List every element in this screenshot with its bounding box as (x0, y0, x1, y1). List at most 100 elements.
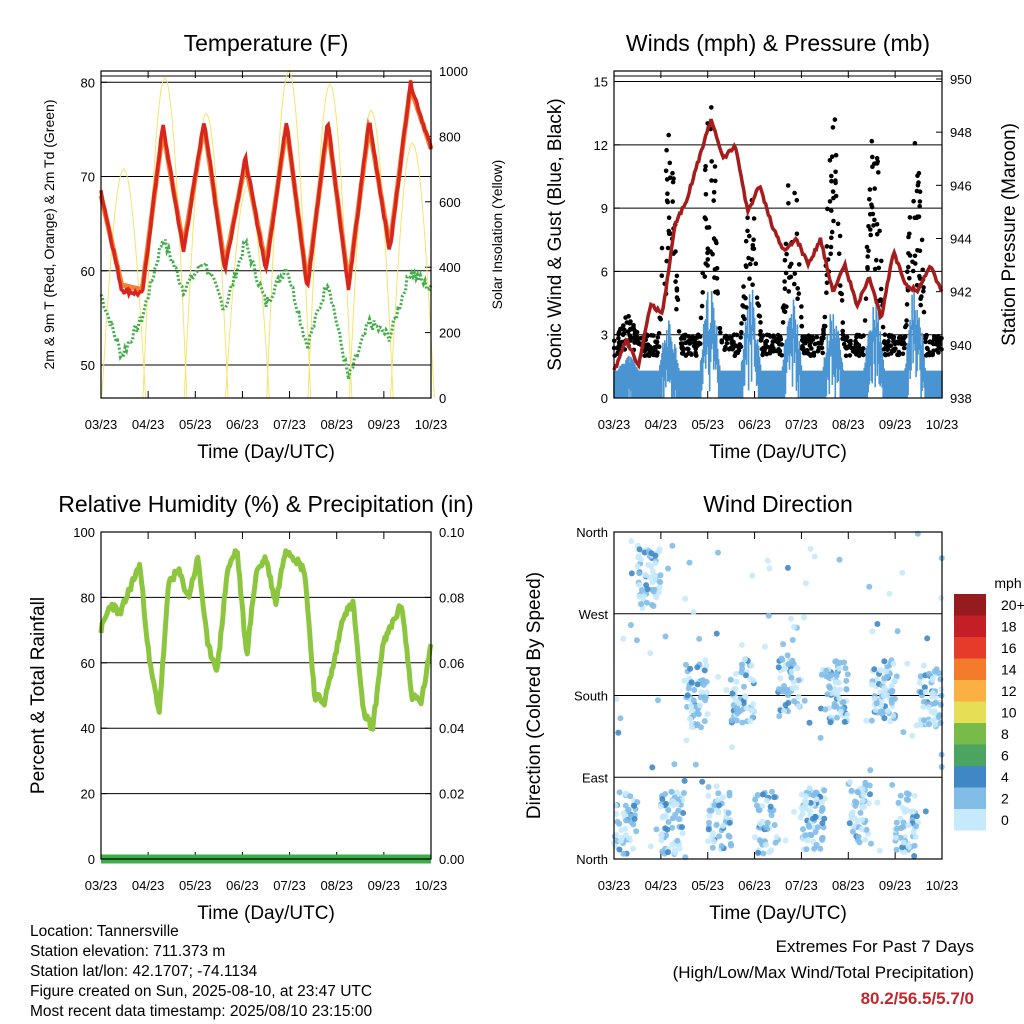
direction-point (862, 779, 869, 786)
gust-point (712, 164, 718, 169)
gust-point (895, 352, 900, 358)
gust-point (708, 249, 713, 254)
direction-point (614, 818, 621, 825)
direction-point (847, 779, 854, 785)
direction-point (782, 837, 789, 844)
direction-point (925, 704, 932, 711)
gust-point (917, 248, 923, 254)
direction-point (905, 791, 912, 798)
gust-point (935, 339, 940, 345)
direction-point (836, 695, 843, 702)
gust-point (872, 266, 878, 272)
gust-point (775, 332, 781, 338)
direction-point (772, 839, 779, 846)
direction-point (791, 698, 798, 705)
gust-point (670, 170, 675, 176)
direction-point (701, 718, 708, 725)
panel-title: Wind Direction (703, 491, 853, 517)
direction-point (679, 824, 685, 831)
gust-point (912, 253, 918, 259)
direction-point (627, 793, 634, 800)
x-tick-label: 06/23 (226, 417, 259, 432)
y-tick-label: North (576, 852, 608, 867)
gust-point (686, 334, 691, 339)
gust-point (809, 335, 815, 341)
gust-point (739, 321, 744, 326)
gust-point (647, 350, 652, 355)
gust-point (705, 246, 711, 251)
gust-point (839, 291, 844, 297)
y-tick-label: 40 (81, 721, 95, 736)
direction-point (849, 809, 856, 816)
gust-point (907, 215, 913, 220)
gust-point (759, 346, 765, 352)
colorbar-swatch (954, 680, 986, 702)
colorbar-swatch (954, 701, 986, 723)
gust-point (709, 105, 714, 110)
y2-tick-label: 400 (439, 260, 461, 275)
y-axis-label: Sonic Wind & Gust (Blue, Black) (545, 98, 566, 370)
direction-point (759, 818, 766, 825)
gust-point (659, 245, 665, 251)
gust-point (820, 350, 825, 356)
direction-point (646, 574, 653, 581)
gust-point (848, 345, 854, 351)
x-axis-label: Time (Day/UTC) (709, 442, 847, 463)
y-axis-label: Direction (Colored By Speed) (524, 572, 545, 819)
direction-point (647, 650, 654, 657)
direction-point (913, 722, 920, 729)
x-tick-label: 03/23 (598, 878, 631, 893)
x-tick-label: 03/23 (598, 417, 631, 432)
gust-point (654, 343, 660, 349)
gust-point (616, 343, 621, 349)
direction-point (664, 826, 671, 833)
colorbar-label: 8 (1001, 726, 1009, 742)
direction-point (837, 708, 844, 715)
direction-point (710, 838, 717, 845)
x-tick-label: 03/23 (85, 417, 118, 432)
direction-point (644, 586, 651, 593)
gust-point (676, 329, 682, 334)
x-tick-label: 09/23 (879, 878, 912, 893)
direction-point (631, 816, 638, 822)
direction-point (911, 792, 918, 799)
direction-point (795, 703, 802, 710)
colorbar-label: 6 (1001, 747, 1009, 763)
direction-point (679, 830, 686, 837)
gust-point (617, 340, 623, 345)
direction-point (905, 844, 912, 850)
direction-point (749, 572, 756, 579)
panel-3: Relative Humidity (%) & Precipitation (i… (28, 491, 474, 924)
direction-point (926, 721, 932, 728)
gust-point (828, 244, 834, 250)
direction-point (659, 796, 666, 803)
gust-point (787, 264, 793, 269)
gust-point (924, 345, 930, 351)
direction-point (922, 689, 929, 696)
gust-point (750, 282, 755, 288)
rh-line (98, 548, 434, 732)
direction-point (670, 815, 677, 822)
direction-point (857, 809, 864, 816)
gust-point (878, 297, 883, 302)
direction-point (626, 835, 633, 842)
direction-point (806, 785, 813, 792)
colorbar-label: 2 (1001, 790, 1009, 806)
direction-point (688, 724, 695, 731)
gust-point (917, 199, 923, 204)
x-axis-label: Time (Day/UTC) (197, 442, 335, 463)
station-elevation: Station elevation: 711.373 m (30, 943, 226, 960)
gust-point (745, 215, 750, 221)
direction-point (669, 798, 676, 805)
gust-point (874, 155, 880, 161)
direction-point (913, 823, 919, 830)
gust-point (698, 341, 703, 347)
direction-point (775, 664, 782, 671)
direction-point (890, 712, 897, 719)
direction-point (780, 641, 787, 648)
station-latlon: Station lat/lon: 42.1707; -74.1134 (30, 963, 258, 980)
colorbar-label: 18 (1001, 618, 1017, 634)
gust-point (679, 346, 685, 351)
gust-point (936, 350, 941, 355)
direction-point (665, 819, 672, 825)
